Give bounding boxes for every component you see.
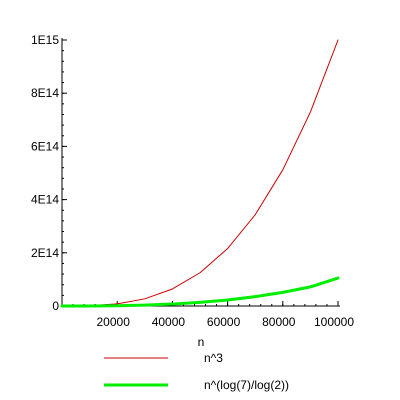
y-tick-label: 4E14 bbox=[31, 193, 59, 207]
axes bbox=[61, 38, 340, 307]
series-layer bbox=[60, 39, 340, 308]
x-tick-label: 80000 bbox=[262, 315, 296, 329]
legend: n^3 n^(log(7)/log(2)) bbox=[104, 351, 289, 392]
series-line-2 bbox=[60, 276, 340, 308]
series-line-1 bbox=[61, 39, 339, 307]
y-ticks: 0 2E14 4E14 6E14 8E14 1E15 bbox=[31, 33, 67, 313]
y-tick-label: 8E14 bbox=[31, 86, 59, 100]
y-tick-label: 0 bbox=[52, 299, 59, 313]
x-ticks: 20000 40000 60000 80000 100000 bbox=[61, 301, 354, 329]
x-tick-label: 40000 bbox=[152, 315, 186, 329]
legend-label-1: n^3 bbox=[204, 351, 223, 365]
x-axis-label: n bbox=[198, 335, 205, 349]
legend-label-2: n^(log(7)/log(2)) bbox=[204, 378, 289, 392]
y-tick-label: 6E14 bbox=[31, 139, 59, 153]
x-tick-label: 20000 bbox=[97, 315, 131, 329]
x-tick-label: 60000 bbox=[207, 315, 241, 329]
y-tick-label: 2E14 bbox=[31, 246, 59, 260]
x-tick-label: 100000 bbox=[314, 315, 354, 329]
y-tick-label: 1E15 bbox=[31, 33, 59, 47]
